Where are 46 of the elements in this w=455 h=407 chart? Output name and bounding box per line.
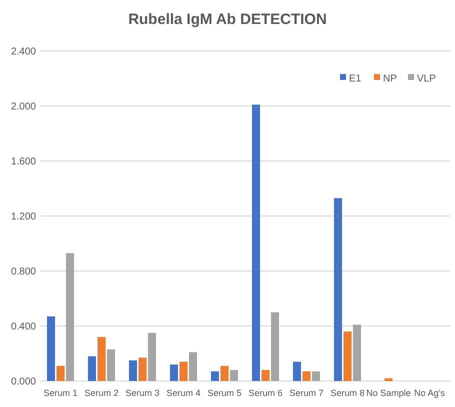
- bar: [230, 370, 238, 381]
- x-tick-label: Serum 2: [84, 388, 119, 398]
- bar: [302, 371, 311, 381]
- bar: [170, 364, 178, 381]
- bar: [312, 371, 320, 381]
- bar: [56, 366, 65, 381]
- x-tick-label: Serum 4: [166, 388, 201, 398]
- bar: [66, 253, 74, 381]
- y-tick-label: 0.400: [10, 322, 36, 332]
- bar: [334, 198, 342, 381]
- bar: [148, 332, 156, 381]
- y-tick-label: 2.400: [10, 46, 36, 58]
- y-tick-label: 2.000: [10, 102, 36, 112]
- x-tick-label: Serum 1: [43, 388, 78, 398]
- y-tick-label: 0.800: [10, 266, 36, 278]
- chart-title: Rubella IgM Ab DETECTION: [128, 11, 327, 28]
- x-tick-label: Serum 5: [207, 388, 242, 398]
- bar: [188, 352, 198, 381]
- bar: [210, 371, 220, 381]
- x-tick-label: Serum 7: [289, 388, 324, 398]
- bar: [179, 362, 188, 381]
- bar: [97, 337, 106, 381]
- x-tick-label: No Ag's: [414, 388, 446, 398]
- bar: [128, 360, 138, 381]
- bar: [138, 358, 147, 381]
- y-tick-label: 0.000: [10, 376, 36, 388]
- bar: [292, 362, 302, 381]
- bar: [88, 356, 96, 381]
- bar: [384, 378, 393, 381]
- x-tick-label: Serum 6: [248, 388, 283, 398]
- x-tick-label: Serum 8: [330, 388, 365, 398]
- legend-label: NP: [383, 74, 398, 84]
- bar: [220, 366, 229, 381]
- bar: [343, 332, 352, 381]
- x-tick-label: Serum 3: [125, 388, 160, 398]
- legend-label: VLP: [417, 74, 436, 84]
- bar: [46, 316, 56, 381]
- y-tick-label: 1.200: [10, 212, 36, 222]
- bar: [261, 370, 270, 381]
- bar: [270, 312, 280, 381]
- legend-label: E1: [349, 74, 362, 84]
- y-tick-label: 1.600: [10, 156, 36, 168]
- bar: [106, 349, 116, 381]
- bar: [352, 324, 362, 381]
- x-tick-label: No Sample: [366, 388, 411, 398]
- bar: [252, 104, 260, 381]
